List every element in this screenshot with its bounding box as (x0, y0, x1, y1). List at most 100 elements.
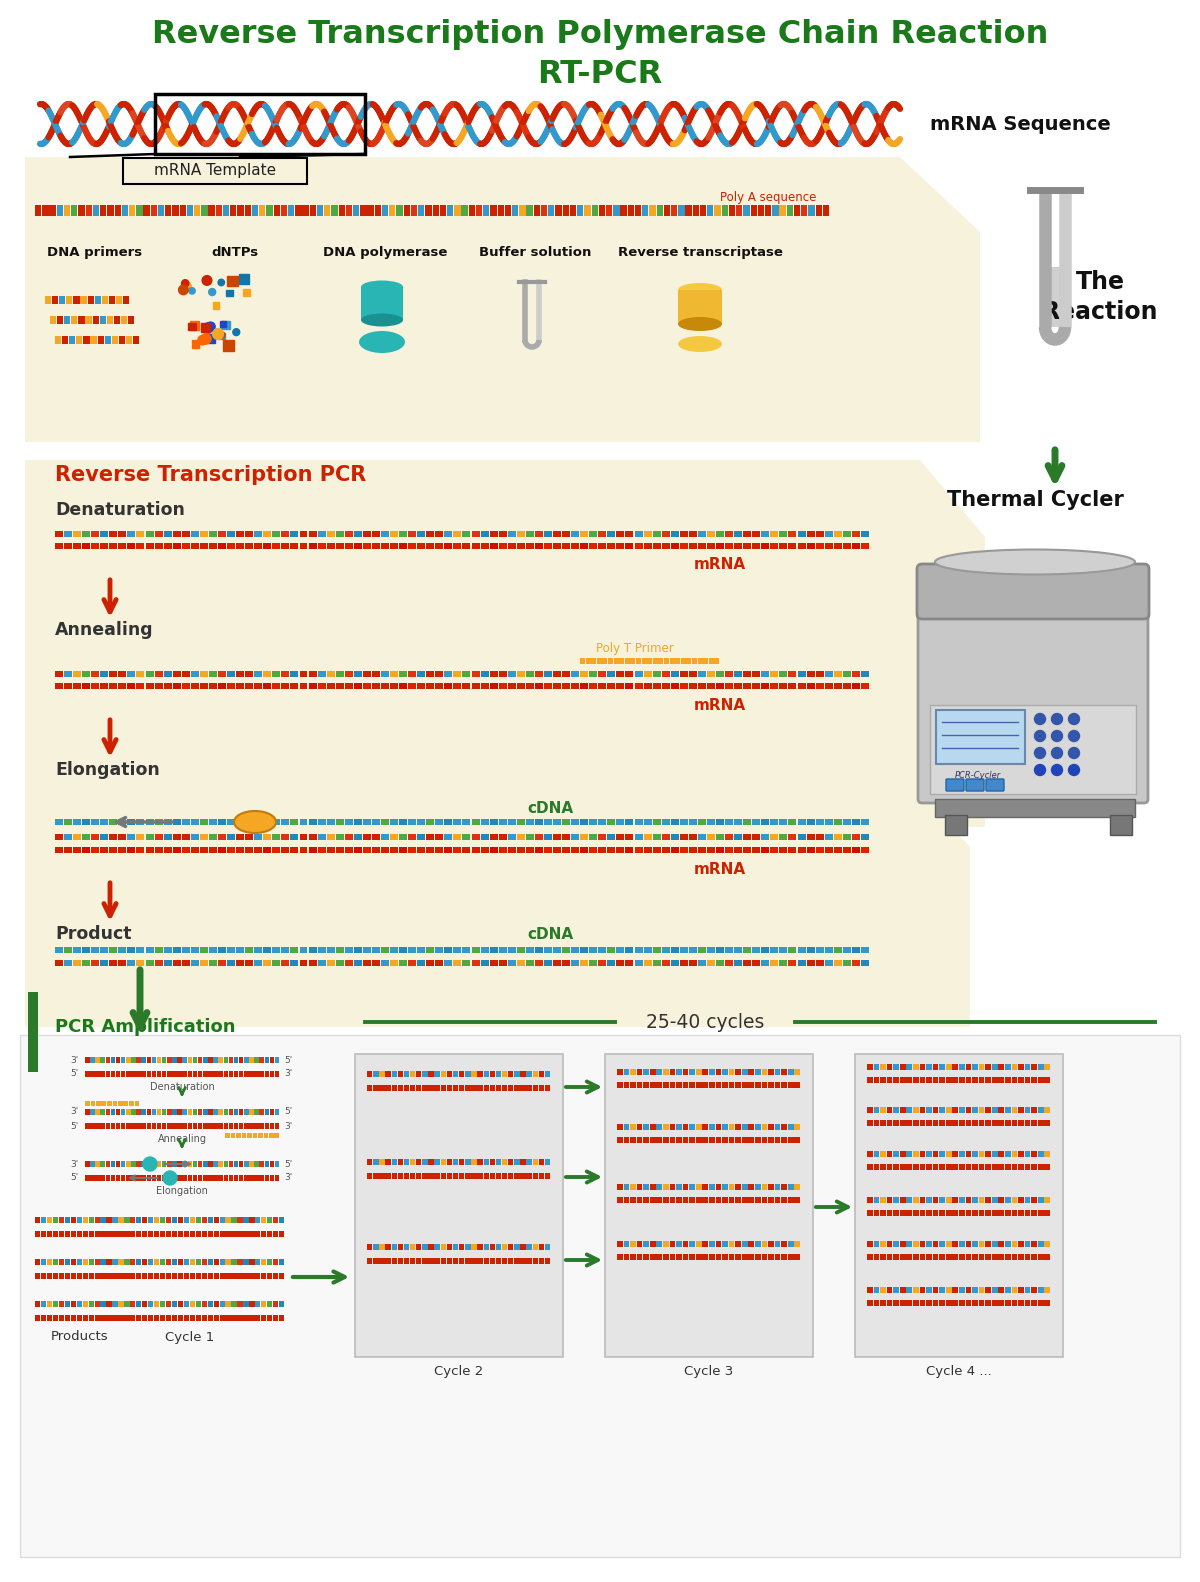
Bar (250, 1259, 254, 1266)
Bar (191, 321, 199, 331)
Bar (768, 1240, 774, 1247)
Bar (373, 1243, 378, 1250)
Bar (56, 204, 64, 215)
Bar (736, 1198, 742, 1202)
Bar (481, 818, 488, 826)
Bar (119, 946, 126, 954)
Bar (326, 530, 335, 538)
Bar (1006, 1065, 1010, 1069)
Bar (336, 543, 343, 549)
Bar (1006, 1107, 1010, 1112)
Bar (101, 1057, 104, 1063)
Circle shape (179, 285, 188, 294)
Bar (985, 1242, 991, 1247)
Bar (114, 204, 121, 215)
Bar (187, 1071, 192, 1077)
Bar (535, 530, 542, 538)
Bar (109, 960, 118, 967)
Bar (238, 1274, 242, 1280)
Text: 3': 3' (284, 1122, 293, 1131)
Bar (661, 946, 670, 954)
Bar (852, 960, 860, 967)
Bar (787, 204, 793, 215)
Bar (374, 204, 382, 215)
Bar (959, 1065, 965, 1069)
FancyBboxPatch shape (605, 1054, 814, 1357)
Bar (527, 1085, 532, 1092)
Bar (562, 846, 570, 853)
Text: Poly A sequence: Poly A sequence (720, 190, 816, 204)
Bar (101, 960, 108, 967)
Bar (926, 1210, 932, 1217)
Bar (656, 1240, 662, 1247)
Bar (336, 530, 343, 538)
Bar (422, 1172, 427, 1179)
Bar (203, 1109, 208, 1115)
Bar (932, 1198, 938, 1202)
Bar (137, 960, 144, 967)
Bar (932, 1077, 938, 1084)
Bar (761, 682, 769, 690)
Bar (137, 1057, 140, 1063)
Bar (241, 1133, 246, 1137)
Bar (41, 1300, 46, 1307)
Bar (166, 1231, 172, 1237)
Circle shape (1051, 764, 1062, 775)
Bar (440, 1071, 446, 1077)
Bar (281, 846, 289, 853)
Bar (953, 1152, 959, 1156)
Bar (272, 530, 281, 538)
Bar (428, 1085, 433, 1092)
Bar (208, 1071, 212, 1077)
Bar (490, 946, 498, 954)
Text: Denaturation: Denaturation (55, 501, 185, 519)
Circle shape (218, 332, 226, 339)
Bar (946, 1210, 952, 1217)
Bar (119, 1231, 124, 1237)
Bar (589, 543, 598, 549)
Bar (656, 1082, 662, 1088)
Bar (635, 960, 642, 967)
Bar (109, 834, 118, 840)
Bar (728, 1082, 734, 1088)
Bar (490, 530, 498, 538)
Bar (125, 1274, 130, 1280)
Bar (702, 1198, 708, 1202)
Bar (426, 946, 434, 954)
Bar (196, 1217, 200, 1223)
Bar (452, 1258, 458, 1264)
Bar (220, 1217, 224, 1223)
Bar (55, 960, 62, 967)
Bar (794, 1240, 800, 1247)
Bar (91, 834, 100, 840)
Bar (250, 1161, 253, 1168)
Bar (100, 204, 107, 215)
Bar (254, 946, 262, 954)
Bar (385, 1085, 391, 1092)
Bar (953, 1120, 959, 1126)
Bar (458, 1172, 464, 1179)
Bar (236, 960, 244, 967)
Bar (709, 1082, 715, 1088)
Bar (64, 846, 72, 853)
Bar (462, 946, 470, 954)
Bar (653, 530, 661, 538)
Bar (106, 1071, 110, 1077)
Bar (656, 1137, 662, 1144)
Bar (173, 960, 181, 967)
Bar (187, 1057, 192, 1063)
Bar (824, 818, 833, 826)
Bar (227, 671, 235, 677)
Bar (155, 846, 162, 853)
Bar (101, 946, 108, 954)
Bar (683, 1137, 689, 1144)
Bar (167, 1123, 172, 1128)
Bar (762, 1240, 767, 1247)
Bar (145, 834, 154, 840)
Bar (380, 846, 389, 853)
Bar (946, 1120, 952, 1126)
Bar (661, 834, 670, 840)
Bar (145, 818, 154, 826)
Bar (834, 682, 841, 690)
Bar (146, 1071, 151, 1077)
